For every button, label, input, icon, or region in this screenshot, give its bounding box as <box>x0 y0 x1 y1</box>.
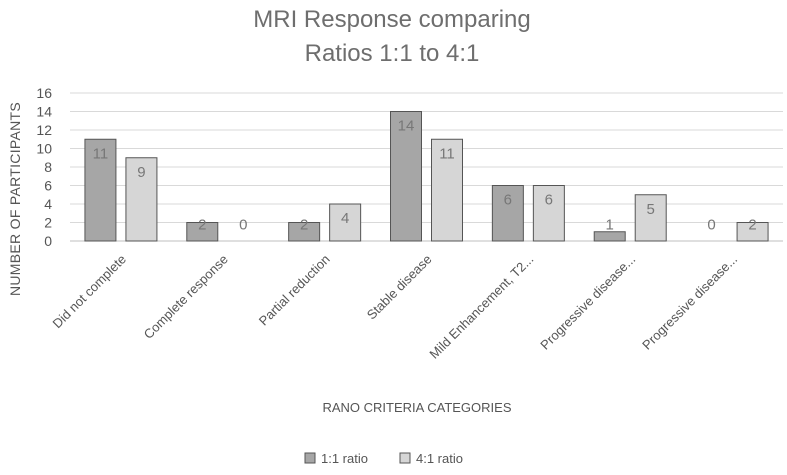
y-tick-label: 8 <box>44 159 52 175</box>
bar <box>491 185 524 242</box>
y-tick-label: 4 <box>44 196 52 212</box>
legend-swatch <box>304 452 316 464</box>
data-label: 2 <box>748 217 756 234</box>
category-labels: Did not complete Complete response Partial… <box>49 252 740 362</box>
data-labels: 11 9 2 0 2 4 14 11 6 6 1 5 0 2 <box>93 118 757 234</box>
bar <box>84 138 117 242</box>
y-axis-ticks: 0 2 4 6 8 10 12 14 16 <box>36 85 52 249</box>
bar <box>736 222 769 242</box>
data-label: 4 <box>341 210 349 227</box>
category-label: Partial reduction <box>256 252 333 329</box>
bar <box>634 194 667 242</box>
y-tick-label: 16 <box>36 85 52 101</box>
y-tick-label: 0 <box>44 233 52 249</box>
data-label: 6 <box>504 192 512 209</box>
bar <box>125 157 158 242</box>
legend-swatch <box>399 452 411 464</box>
category-label: Progressive disease... <box>639 252 740 353</box>
bar <box>532 185 565 242</box>
category-label: Progressive disease... <box>537 252 638 353</box>
data-label: 2 <box>198 217 206 234</box>
data-label: 6 <box>545 192 553 209</box>
category-label: Complete response <box>141 252 231 342</box>
data-label: 2 <box>300 217 308 234</box>
legend-label: 1:1 ratio <box>321 451 368 466</box>
bar <box>390 111 422 242</box>
y-tick-label: 10 <box>36 141 52 157</box>
y-tick-label: 6 <box>44 178 52 194</box>
data-label: 14 <box>398 118 415 135</box>
data-label: 11 <box>439 145 455 162</box>
data-label: 0 <box>707 217 715 234</box>
chart-title-line-1: MRI Response comparing <box>253 6 530 33</box>
y-tick-label: 2 <box>44 215 52 231</box>
y-tick-label: 12 <box>36 122 52 138</box>
bar <box>186 222 219 242</box>
data-label: 5 <box>647 201 655 218</box>
bar <box>329 203 362 242</box>
x-axis-title: RANO CRITERIA CATEGORIES <box>322 400 511 415</box>
data-label: 11 <box>93 145 109 162</box>
data-label: 0 <box>239 217 247 234</box>
data-label: 1 <box>606 217 614 234</box>
chart-title-line-2: Ratios 1:1 to 4:1 <box>305 40 480 67</box>
bar <box>431 138 463 242</box>
category-label: Did not complete <box>49 252 129 332</box>
category-label: Stable disease <box>364 252 435 323</box>
bar <box>288 222 321 242</box>
bars <box>84 111 769 242</box>
gridlines <box>70 92 783 242</box>
category-label: Mild Enhancement, T2... <box>426 252 536 362</box>
y-tick-label: 14 <box>36 104 52 120</box>
data-label: 9 <box>137 164 145 181</box>
bar <box>593 231 626 242</box>
legend: 1:1 ratio 4:1 ratio <box>304 451 463 466</box>
legend-label: 4:1 ratio <box>416 451 463 466</box>
y-axis-title: NUMBER OF PARTICIPANTS <box>7 102 23 296</box>
